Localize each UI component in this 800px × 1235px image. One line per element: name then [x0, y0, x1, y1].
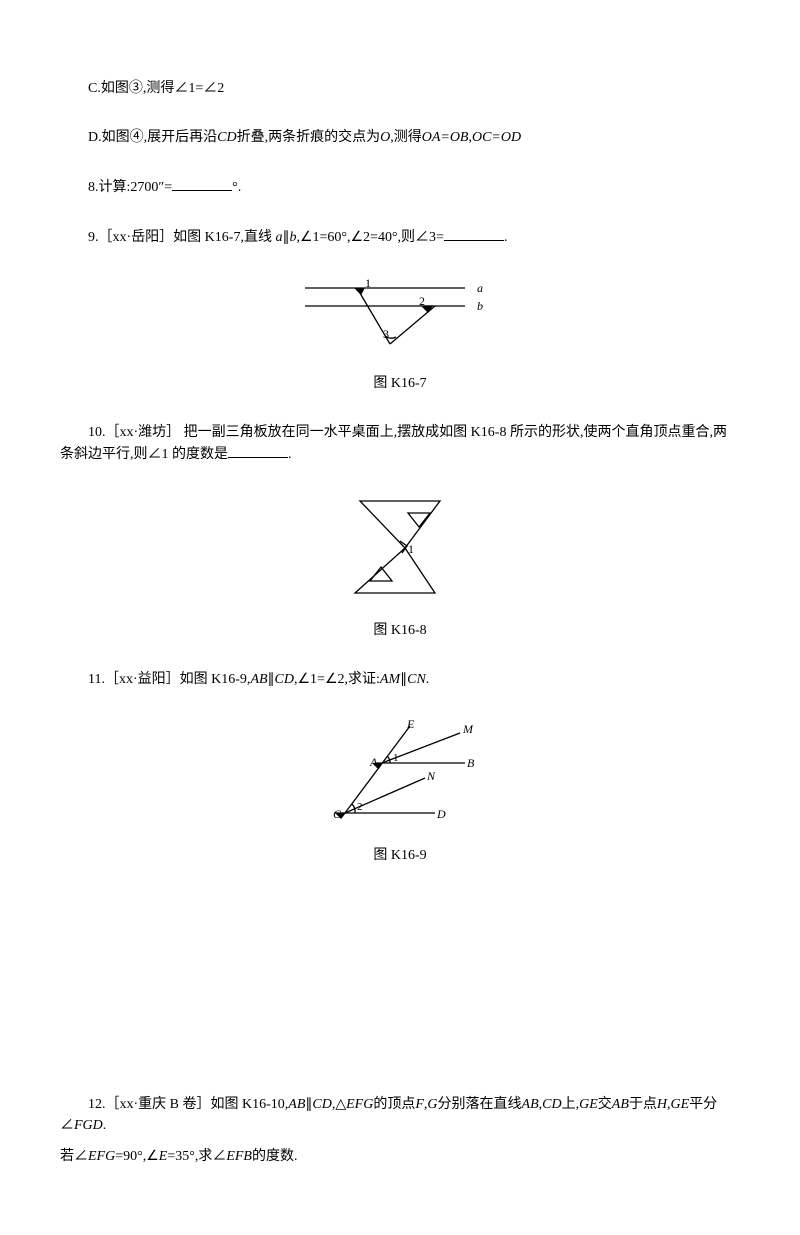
q11-label: 11.: [88, 672, 105, 687]
q10-blank: [228, 443, 288, 458]
option-d-oa: OA=OB: [422, 130, 469, 145]
q9-label: 9.: [88, 230, 99, 245]
fig9-B: B: [467, 756, 475, 770]
option-d-post: ,测得: [390, 130, 422, 145]
question-12-line1: 12.［xx·重庆 B 卷］如图 K16-10,AB∥CD,△EFG的顶点F,G…: [60, 1094, 740, 1136]
question-9: 9.［xx·岳阳］如图 K16-7,直线 a∥b,∠1=60°,∠2=40°,则…: [60, 226, 740, 248]
q12-e: E: [159, 1149, 168, 1164]
option-c-label: C.: [88, 81, 101, 96]
question-8: 8.计算:2700″= °.: [60, 176, 740, 198]
q9-src: ［xx·岳阳］: [99, 230, 174, 245]
figure-k16-9-svg: E M A B N C D 1 2: [315, 718, 485, 828]
q11-mid: ,∠1=∠2,求证:: [294, 672, 380, 687]
q9-period: .: [504, 230, 508, 245]
figure-k16-7-svg: 1 2 3 a b: [295, 276, 505, 356]
option-d-oc: OC=OD: [472, 130, 521, 145]
fig7-label-b: b: [477, 299, 483, 313]
q12-efg: EFG: [346, 1097, 373, 1112]
option-d-pre: 如图④,展开后再沿: [102, 130, 218, 145]
q12-label: 12.: [88, 1097, 106, 1112]
option-d-label: D.: [88, 130, 102, 145]
q12-eq35: =35°,求∠: [167, 1149, 226, 1164]
q11-cd: CD: [275, 672, 294, 687]
q12-tri: ,△: [332, 1097, 346, 1112]
question-12-line2: 若∠EFG=90°,∠E=35°,求∠EFB的度数.: [60, 1146, 740, 1167]
question-10: 10.［xx·潍坊］ 把一副三角板放在同一水平桌面上,摆放成如图 K16-8 所…: [60, 422, 740, 465]
q11-par1: ∥: [268, 672, 275, 687]
fig9-N: N: [426, 769, 436, 783]
figure-k16-8: 1 图 K16-8: [60, 493, 740, 641]
vertical-gap: [60, 894, 740, 1094]
q12-ab3: AB: [612, 1097, 629, 1112]
q12-mid2: 分别落在直线: [438, 1097, 522, 1112]
option-c-text: 如图③,测得∠1=∠2: [101, 81, 224, 96]
q12-mid5: 于点: [629, 1097, 657, 1112]
page-content: C.如图③,测得∠1=∠2 D.如图④,展开后再沿CD折叠,两条折痕的交点为O,…: [0, 0, 800, 1235]
q11-period: .: [426, 672, 430, 687]
q12-src: ［xx·重庆 B 卷］: [106, 1097, 211, 1112]
q8-text: 计算:2700″=: [99, 180, 173, 195]
question-11: 11.［xx·益阳］如图 K16-9,AB∥CD,∠1=∠2,求证:AM∥CN.: [60, 669, 740, 690]
fig9-C: C: [333, 807, 342, 821]
q12-eq90: =90°,∠: [115, 1149, 159, 1164]
q12-h: H: [657, 1097, 667, 1112]
figure-k16-9: E M A B N C D 1 2 图 K16-9: [60, 718, 740, 866]
q12-fgd: FGD: [74, 1118, 103, 1133]
q10-src: ［xx·潍坊］: [106, 425, 181, 440]
q11-am: AM: [380, 672, 400, 687]
q12-ab: AB: [288, 1097, 305, 1112]
q12-l2post: 的度数.: [252, 1149, 298, 1164]
q12-cd: CD: [312, 1097, 331, 1112]
option-c: C.如图③,测得∠1=∠2: [60, 78, 740, 99]
figure-k16-9-caption: 图 K16-9: [60, 845, 740, 866]
q12-mid1: 的顶点: [373, 1097, 415, 1112]
fig9-2: 2: [357, 801, 363, 813]
figure-k16-7-caption: 图 K16-7: [60, 373, 740, 394]
option-d-mid: 折叠,两条折痕的交点为: [237, 130, 381, 145]
fig7-label-1: 1: [365, 276, 371, 290]
q10-label: 10.: [88, 425, 106, 440]
q12-mid4: 交: [598, 1097, 612, 1112]
q12-mid3: 上,: [562, 1097, 580, 1112]
q12-efb: EFB: [226, 1149, 252, 1164]
q8-blank: [172, 176, 232, 191]
q12-ab2: AB: [522, 1097, 539, 1112]
figure-k16-8-caption: 图 K16-8: [60, 620, 740, 641]
fig9-D: D: [436, 807, 446, 821]
figure-k16-8-svg: 1: [340, 493, 460, 603]
option-d: D.如图④,展开后再沿CD折叠,两条折痕的交点为O,测得OA=OB,OC=OD: [60, 127, 740, 148]
fig7-label-2: 2: [419, 294, 425, 308]
fig7-label-a: a: [477, 281, 483, 295]
q12-cd2: CD: [542, 1097, 561, 1112]
fig9-1: 1: [393, 752, 399, 764]
fig9-E: E: [406, 718, 415, 731]
fig7-label-3: 3: [383, 327, 389, 341]
q10-period: .: [288, 447, 292, 462]
q12-ge2: GE: [671, 1097, 690, 1112]
q11-ab: AB: [250, 672, 267, 687]
figure-k16-7: 1 2 3 a b 图 K16-7: [60, 276, 740, 394]
q12-pre: 如图 K16-10,: [211, 1097, 289, 1112]
q11-src: ［xx·益阳］: [105, 672, 180, 687]
option-d-o: O: [380, 130, 390, 145]
q12-efg2: EFG: [88, 1149, 115, 1164]
fig8-label-1: 1: [408, 542, 414, 556]
q8-unit: °.: [232, 180, 241, 195]
q9-seg1: ,∠1=60°,∠2=40°,则∠3=: [296, 230, 444, 245]
q11-pre: 如图 K16-9,: [180, 672, 251, 687]
option-d-cd: CD: [217, 130, 236, 145]
fig9-M: M: [462, 722, 474, 736]
q9-blank: [444, 226, 504, 241]
q12-f: F: [415, 1097, 424, 1112]
q12-ge: GE: [579, 1097, 598, 1112]
q11-cn: CN: [407, 672, 426, 687]
fig9-A: A: [369, 755, 378, 769]
q12-g: G: [427, 1097, 437, 1112]
q8-label: 8.: [88, 180, 99, 195]
q12-p1: .: [103, 1118, 107, 1133]
q12-l2pre: 若∠: [60, 1149, 88, 1164]
q9-pre: 如图 K16-7,直线: [173, 230, 275, 245]
